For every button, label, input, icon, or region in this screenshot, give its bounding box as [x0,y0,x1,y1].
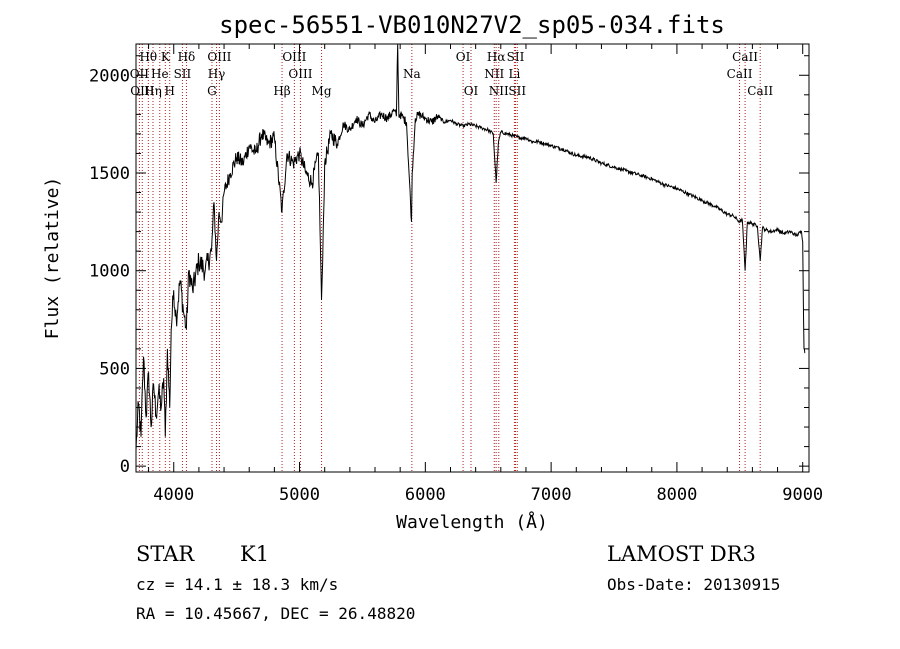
line-label: CaII [747,84,773,98]
line-label: CaII [732,50,758,64]
line-label: OI [456,50,471,64]
line-label: OIII [288,67,312,81]
line-label: H [164,84,174,98]
chart-title: spec-56551-VB010N27V2_sp05-034.fits [219,11,725,39]
x-tick-label: 7000 [531,485,572,505]
line-label: Mg [312,84,332,98]
plot-frame [135,43,810,473]
x-axis-label: Wavelength (Å) [396,511,548,533]
line-label: SII [174,67,192,81]
line-label: Hθ [139,50,157,64]
line-label: NII [489,84,509,98]
line-label: G [207,84,217,98]
line-label: Li [508,67,520,81]
y-axis-label: Flux (relative) [42,177,63,340]
survey-name: LAMOST DR3 [607,542,756,566]
obs-date: Obs-Date: 20130915 [607,575,780,594]
x-axis-ticks: 4000 5000 6000 7000 8000 9000 [148,44,823,505]
x-tick-label: 4000 [153,485,194,505]
y-tick-label: 1500 [89,164,130,184]
x-tick-label: 5000 [279,485,320,505]
line-label: Hδ [178,50,196,64]
redshift-info: cz = 14.1 ± 18.3 km/s [136,575,338,594]
line-label: CaII [727,67,753,81]
line-label: Hη [144,84,162,98]
x-tick-label: 6000 [405,485,446,505]
y-tick-label: 0 [120,457,130,477]
line-markers [138,44,761,472]
line-label: Na [403,67,421,81]
coordinates: RA = 10.45667, DEC = 26.48820 [136,604,415,623]
object-class: STAR [136,542,195,566]
line-label: OIII [282,50,306,64]
line-label: K [161,50,171,64]
object-subclass: K1 [240,542,269,566]
line-label: SII [507,50,525,64]
line-label: OI [464,84,479,98]
line-label: NII [484,67,504,81]
line-label: Hγ [208,67,226,81]
y-axis-ticks: 0 500 1000 1500 2000 [89,55,809,477]
line-label: Hα [487,50,506,64]
y-tick-label: 500 [99,359,130,379]
x-tick-label: 8000 [656,485,697,505]
line-label: OII [130,67,150,81]
y-tick-label: 2000 [89,66,130,86]
line-label: He [151,67,169,81]
y-tick-label: 1000 [89,262,130,282]
spectrum-line [135,43,806,451]
line-label: OIII [207,50,231,64]
line-label: SII [508,84,526,98]
line-label: Hβ [273,84,290,98]
x-tick-label: 9000 [782,485,823,505]
